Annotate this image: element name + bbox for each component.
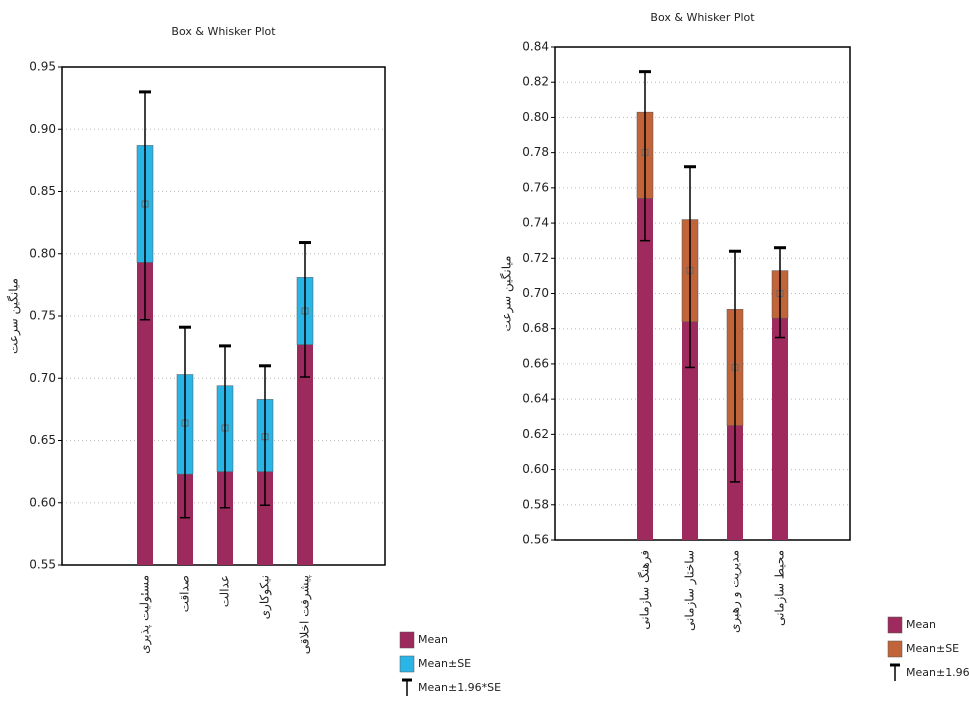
x-tick-label: مدیریت و رهبری bbox=[728, 550, 743, 633]
y-tick-label: 0.75 bbox=[29, 309, 56, 323]
x-tick-label: ساختار سازمانی bbox=[683, 550, 698, 631]
lower-bar bbox=[297, 344, 313, 565]
x-tick-label: عدالت bbox=[218, 575, 232, 607]
y-tick-label: 0.60 bbox=[522, 462, 549, 476]
lower-bar bbox=[177, 474, 193, 565]
y-tick-label: 0.85 bbox=[29, 184, 56, 198]
legend-label: Mean±1.96*SE bbox=[906, 666, 969, 679]
y-tick-label: 0.80 bbox=[522, 110, 549, 124]
x-tick-label: فرهنگ سازمانی bbox=[638, 550, 653, 630]
y-tick-label: 0.78 bbox=[522, 145, 549, 159]
y-tick-label: 0.66 bbox=[522, 356, 549, 370]
y-tick-label: 0.82 bbox=[522, 75, 549, 89]
y-tick-label: 0.95 bbox=[29, 60, 56, 74]
legend-label: Mean bbox=[418, 633, 448, 646]
legend-swatch bbox=[399, 631, 415, 649]
plot-frame bbox=[554, 46, 851, 541]
x-tick-label: صداقت bbox=[178, 575, 192, 612]
y-tick-label: 0.56 bbox=[522, 533, 549, 547]
legend-label: Mean bbox=[906, 618, 936, 631]
legend-label: Mean±SE bbox=[418, 657, 471, 670]
y-tick-label: 0.80 bbox=[29, 246, 56, 260]
y-tick-label: 0.70 bbox=[29, 371, 56, 385]
x-tick-label: نیکوکاری bbox=[258, 575, 273, 619]
x-tick-label: مسئولیت پذیری bbox=[138, 575, 153, 654]
legend-label: Mean±1.96*SE bbox=[418, 681, 501, 694]
y-tick-label: 0.68 bbox=[522, 321, 549, 335]
chart-title: Box & Whisker Plot bbox=[650, 11, 755, 24]
y-tick-label: 0.74 bbox=[522, 216, 549, 230]
legend-swatch bbox=[399, 655, 415, 673]
lower-bar bbox=[727, 425, 743, 540]
y-tick-label: 0.72 bbox=[522, 251, 549, 265]
y-axis-label: میانگین سرعت bbox=[7, 278, 22, 354]
y-tick-label: 0.70 bbox=[522, 286, 549, 300]
y-tick-label: 0.62 bbox=[522, 427, 549, 441]
legend-label: Mean±SE bbox=[906, 642, 959, 655]
legend-swatch bbox=[887, 640, 903, 658]
y-tick-label: 0.58 bbox=[522, 497, 549, 511]
lower-bar bbox=[682, 321, 698, 540]
x-tick-label: محیط سازمانی bbox=[773, 550, 788, 626]
x-tick-label: پیشرفت اخلاقی bbox=[298, 575, 313, 654]
lower-bar bbox=[772, 318, 788, 540]
chart-title: Box & Whisker Plot bbox=[171, 25, 276, 38]
lower-bar bbox=[257, 471, 273, 565]
legend-swatch bbox=[887, 616, 903, 634]
y-tick-label: 0.64 bbox=[522, 392, 549, 406]
y-tick-label: 0.65 bbox=[29, 433, 56, 447]
y-tick-label: 0.60 bbox=[29, 495, 56, 509]
y-tick-label: 0.90 bbox=[29, 122, 56, 136]
y-tick-label: 0.55 bbox=[29, 558, 56, 572]
lower-bar bbox=[137, 262, 153, 565]
lower-bar bbox=[217, 471, 233, 565]
y-tick-label: 0.76 bbox=[522, 180, 549, 194]
lower-bar bbox=[637, 198, 653, 540]
y-tick-label: 0.84 bbox=[522, 40, 549, 54]
y-axis-label: میانگین سرعت bbox=[500, 256, 515, 332]
